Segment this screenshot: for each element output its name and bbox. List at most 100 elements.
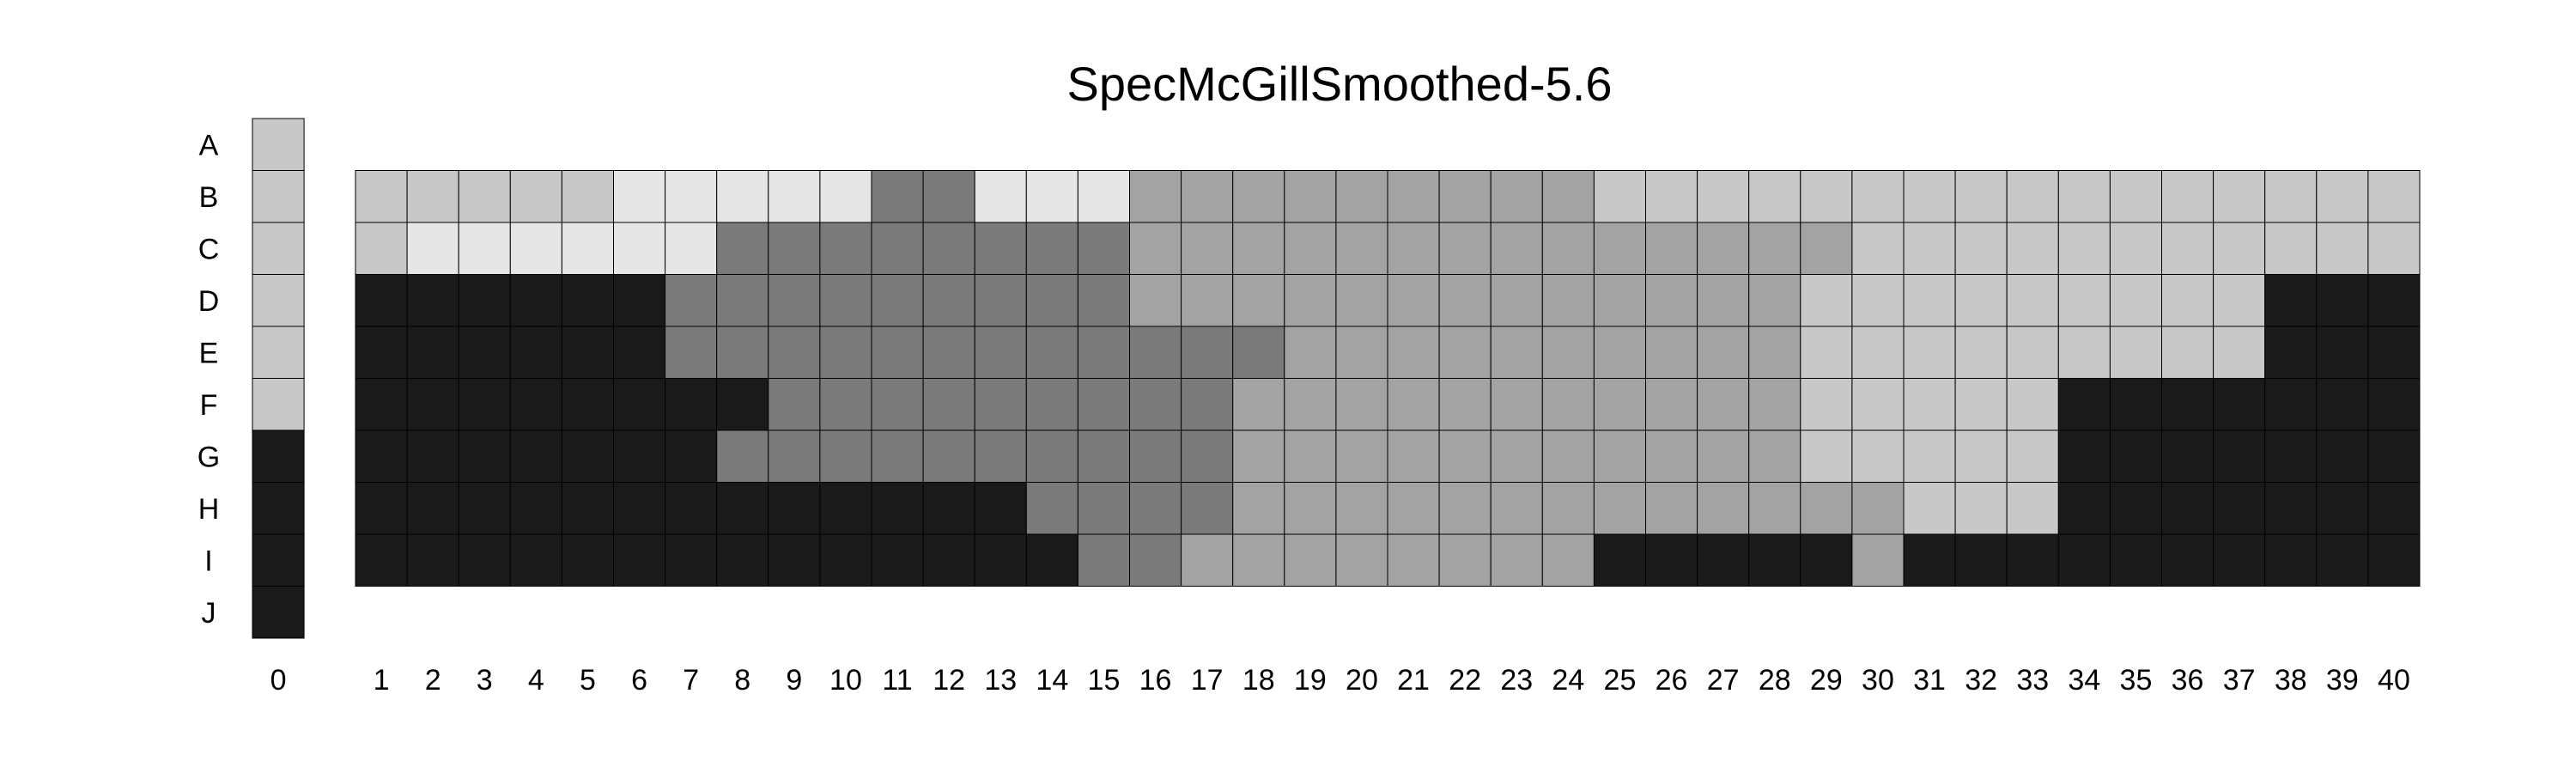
heatmap-cell-B-33 (2006, 170, 2059, 223)
heatmap-cell-G-14 (1025, 429, 1078, 483)
heatmap-cell-C-27 (1697, 222, 1750, 275)
heatmap-cell-D-2 (406, 274, 459, 327)
heatmap-cell-C-40 (2367, 222, 2421, 275)
column-label-31: 31 (1913, 664, 1946, 697)
heatmap-cell-G-35 (2109, 429, 2162, 483)
heatmap-cell-I-10 (819, 533, 872, 587)
heatmap-cell-E-21 (1387, 326, 1440, 379)
heatmap-cell-F-23 (1490, 378, 1543, 431)
col0-cell-H (252, 482, 305, 535)
heatmap-cell-H-30 (1851, 482, 1905, 535)
heatmap-cell-F-32 (1954, 378, 2008, 431)
heatmap-cell-H-8 (716, 482, 769, 535)
col0-cell-B (252, 170, 305, 223)
heatmap-cell-G-28 (1748, 429, 1801, 483)
heatmap-cell-C-13 (974, 222, 1027, 275)
column-label-22: 22 (1449, 664, 1481, 697)
heatmap-cell-D-14 (1025, 274, 1078, 327)
heatmap-cell-H-33 (2006, 482, 2059, 535)
heatmap-cell-H-3 (458, 482, 511, 535)
heatmap-cell-B-15 (1077, 170, 1131, 223)
heatmap-cell-D-39 (2316, 274, 2369, 327)
heatmap-cell-D-15 (1077, 274, 1131, 327)
heatmap-cell-G-30 (1851, 429, 1905, 483)
heatmap-cell-D-11 (871, 274, 924, 327)
heatmap-cell-G-22 (1438, 429, 1492, 483)
heatmap-cell-E-9 (768, 326, 821, 379)
heatmap-cell-F-25 (1593, 378, 1647, 431)
heatmap-cell-F-36 (2161, 378, 2215, 431)
heatmap-cell-G-19 (1284, 429, 1337, 483)
heatmap-cell-G-11 (871, 429, 924, 483)
heatmap-cell-C-5 (561, 222, 615, 275)
heatmap-cell-E-18 (1232, 326, 1285, 379)
heatmap-cell-C-4 (509, 222, 562, 275)
heatmap-cell-F-19 (1284, 378, 1337, 431)
column-label-8: 8 (734, 664, 750, 697)
heatmap-cell-D-9 (768, 274, 821, 327)
heatmap-cell-I-19 (1284, 533, 1337, 587)
heatmap-cell-E-14 (1025, 326, 1078, 379)
heatmap-cell-F-20 (1335, 378, 1388, 431)
heatmap-cell-G-2 (406, 429, 459, 483)
heatmap-cell-C-24 (1541, 222, 1595, 275)
heatmap-cell-G-33 (2006, 429, 2059, 483)
heatmap-cell-C-16 (1129, 222, 1182, 275)
heatmap-cell-I-14 (1025, 533, 1078, 587)
heatmap-cell-E-8 (716, 326, 769, 379)
heatmap-cell-E-2 (406, 326, 459, 379)
heatmap-cell-E-16 (1129, 326, 1182, 379)
heatmap-cell-I-16 (1129, 533, 1182, 587)
heatmap-cell-F-8 (716, 378, 769, 431)
heatmap-cell-I-29 (1800, 533, 1853, 587)
heatmap-cell-C-38 (2264, 222, 2318, 275)
row-label-A: A (199, 129, 219, 161)
heatmap-cell-D-34 (2057, 274, 2111, 327)
heatmap-cell-H-35 (2109, 482, 2162, 535)
heatmap-cell-G-26 (1645, 429, 1698, 483)
heatmap-cell-F-27 (1697, 378, 1750, 431)
heatmap-cell-E-15 (1077, 326, 1131, 379)
heatmap-cell-F-17 (1181, 378, 1234, 431)
heatmap-cell-I-21 (1387, 533, 1440, 587)
heatmap-cell-I-40 (2367, 533, 2421, 587)
heatmap-cell-I-7 (665, 533, 718, 587)
heatmap-cell-B-21 (1387, 170, 1440, 223)
heatmap-cell-B-29 (1800, 170, 1853, 223)
heatmap-cell-C-36 (2161, 222, 2215, 275)
heatmap-cell-F-12 (922, 378, 975, 431)
heatmap-cell-E-37 (2213, 326, 2266, 379)
heatmap-cell-F-35 (2109, 378, 2162, 431)
heatmap-cell-H-18 (1232, 482, 1285, 535)
heatmap-cell-D-24 (1541, 274, 1595, 327)
heatmap-cell-B-11 (871, 170, 924, 223)
heatmap-cell-D-8 (716, 274, 769, 327)
heatmap-cell-H-39 (2316, 482, 2369, 535)
heatmap-cell-F-28 (1748, 378, 1801, 431)
heatmap-cell-F-15 (1077, 378, 1131, 431)
heatmap-cell-B-17 (1181, 170, 1234, 223)
heatmap-cell-G-37 (2213, 429, 2266, 483)
column-label-4: 4 (528, 664, 544, 697)
heatmap-cell-D-40 (2367, 274, 2421, 327)
heatmap-cell-B-31 (1903, 170, 1956, 223)
heatmap-cell-D-25 (1593, 274, 1647, 327)
heatmap-cell-D-38 (2264, 274, 2318, 327)
heatmap-cell-H-1 (355, 482, 408, 535)
heatmap-cell-G-12 (922, 429, 975, 483)
column-label-11: 11 (882, 664, 912, 697)
heatmap-cell-H-11 (871, 482, 924, 535)
heatmap-cell-F-31 (1903, 378, 1956, 431)
heatmap-cell-I-38 (2264, 533, 2318, 587)
column-label-0: 0 (270, 664, 287, 697)
heatmap-cell-G-39 (2316, 429, 2369, 483)
heatmap-cell-E-36 (2161, 326, 2215, 379)
heatmap-cell-F-1 (355, 378, 408, 431)
heatmap-cell-E-39 (2316, 326, 2369, 379)
heatmap-cell-H-28 (1748, 482, 1801, 535)
heatmap-cell-I-39 (2316, 533, 2369, 587)
heatmap-cell-E-17 (1181, 326, 1234, 379)
heatmap-cell-C-2 (406, 222, 459, 275)
heatmap-cell-F-33 (2006, 378, 2059, 431)
col0-cell-D (252, 274, 305, 327)
